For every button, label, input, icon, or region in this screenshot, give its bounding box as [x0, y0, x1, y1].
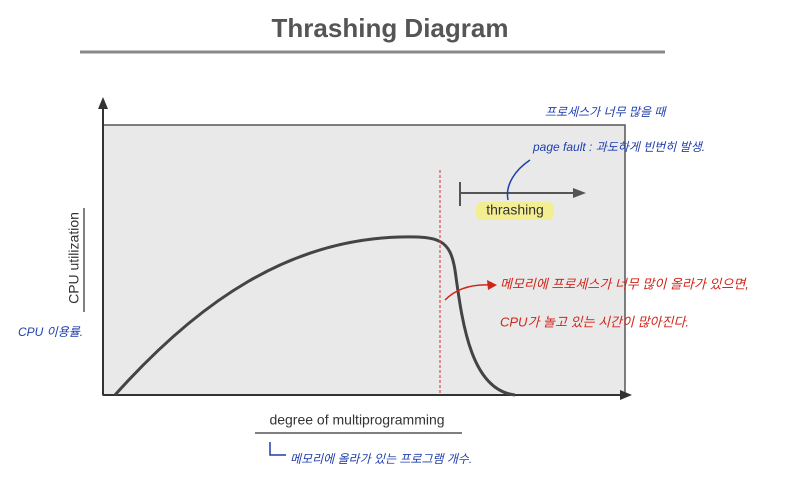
x-axis-arrow [620, 390, 632, 400]
note-pointer [506, 159, 531, 201]
thrashing-label: thrashing [486, 202, 544, 218]
thrashing-arrowhead [573, 188, 586, 198]
handwritten-note: 메모리에 올라가 있는 프로그램 개수. [290, 452, 472, 466]
highlight [476, 202, 554, 220]
utilization-curve [113, 235, 516, 397]
y-axis-label: CPU utilization [66, 212, 82, 304]
handwritten-note: 메모리에 프로세스가 너무 많이 올라가 있으면, [500, 276, 749, 291]
handwritten-note: page fault : 과도하게 빈번히 발생. [532, 140, 705, 154]
handwritten-note: CPU 이용률. [18, 325, 83, 339]
y-axis-arrow [98, 97, 108, 109]
plot-area [102, 124, 626, 396]
x-axis-label: degree of multiprogramming [269, 412, 444, 428]
handwritten-note: 프로세스가 너무 많을 때 [545, 105, 667, 119]
handwritten-note: CPU가 놀고 있는 시간이 많아진다. [500, 314, 689, 329]
red-pointer [444, 284, 491, 301]
note-pointer [269, 442, 286, 456]
slide-title: Thrashing Diagram [272, 13, 509, 43]
red-arrowhead [487, 280, 497, 290]
